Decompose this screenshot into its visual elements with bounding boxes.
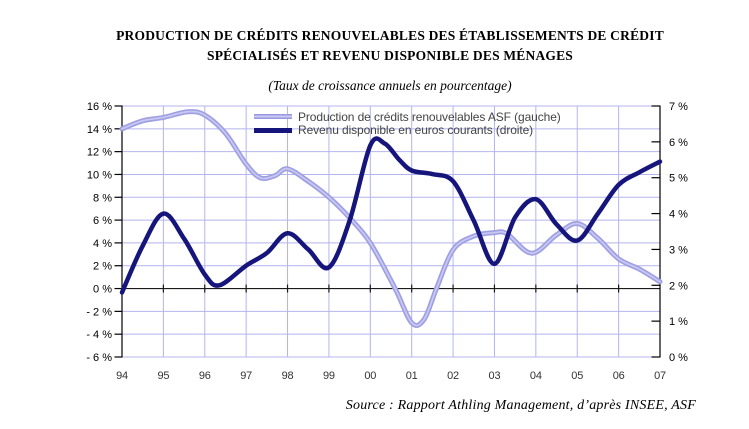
- chart-title-line2: SPÉCIALISÉS ET REVENU DISPONIBLE DES MÉN…: [206, 48, 574, 63]
- source-caption: Source : Rapport Athling Management, d’a…: [345, 398, 696, 413]
- left-axis-label: 4 %: [93, 238, 112, 250]
- chart-legend: Production de crédits renouvelables ASF …: [254, 110, 561, 137]
- legend-label-production: Production de crédits renouvelables ASF …: [298, 109, 561, 124]
- right-axis-label: 7 %: [669, 101, 688, 113]
- x-axis-label: 02: [447, 370, 459, 382]
- left-axis-label: - 6 %: [86, 352, 112, 364]
- right-axis-label: 6 %: [669, 137, 688, 149]
- left-axis-label: 6 %: [93, 215, 112, 227]
- legend-line-swatch-revenu: [254, 127, 292, 133]
- x-axis-label: 03: [489, 370, 501, 382]
- right-axis-label: 5 %: [669, 173, 688, 185]
- legend-line-swatch-production: [254, 114, 292, 120]
- left-axis-label: 14 %: [87, 124, 112, 136]
- x-axis-label: 04: [530, 370, 542, 382]
- right-axis-label: 3 %: [669, 244, 688, 256]
- series-line-revenu: [119, 136, 663, 295]
- chart-title-line1: PRODUCTION DE CRÉDITS RENOUVELABLES DES …: [116, 28, 664, 43]
- x-axis-label: 98: [282, 370, 294, 382]
- left-axis-label: - 2 %: [86, 306, 112, 318]
- series-line-production-highlight: [121, 110, 661, 327]
- left-axis-label: 16 %: [87, 101, 112, 113]
- chart-subtitle: (Taux de croissance annuels en pourcenta…: [268, 78, 512, 93]
- x-axis-label: 96: [199, 370, 211, 382]
- left-axis-label: - 4 %: [86, 329, 112, 341]
- right-axis-label: 4 %: [669, 209, 688, 221]
- right-axis-label: 0 %: [669, 352, 688, 364]
- x-axis-label: 95: [157, 370, 169, 382]
- x-axis-label: 07: [654, 370, 666, 382]
- left-axis-label: 12 %: [87, 147, 112, 159]
- right-axis-label: 1 %: [669, 316, 688, 328]
- left-axis-label: 0 %: [93, 284, 112, 296]
- x-axis-label: 05: [571, 370, 583, 382]
- legend-item-production: Production de crédits renouvelables ASF …: [254, 110, 561, 124]
- left-axis-label: 8 %: [93, 192, 112, 204]
- x-axis-label: 97: [240, 370, 252, 382]
- chart-title: PRODUCTION DE CRÉDITS RENOUVELABLES DES …: [40, 26, 740, 66]
- right-axis-label: 2 %: [669, 280, 688, 292]
- left-axis-label: 2 %: [93, 261, 112, 273]
- x-axis-label: 01: [406, 370, 418, 382]
- x-axis-label: 00: [364, 370, 376, 382]
- x-axis-label: 06: [613, 370, 625, 382]
- legend-label-revenu: Revenu disponible en euros courants (dro…: [298, 123, 534, 138]
- legend-item-revenu: Revenu disponible en euros courants (dro…: [254, 123, 561, 138]
- x-axis-label: 99: [323, 370, 335, 382]
- x-axis-label: 94: [116, 370, 128, 382]
- left-axis-label: 10 %: [87, 169, 112, 181]
- series-line-production: [119, 109, 663, 328]
